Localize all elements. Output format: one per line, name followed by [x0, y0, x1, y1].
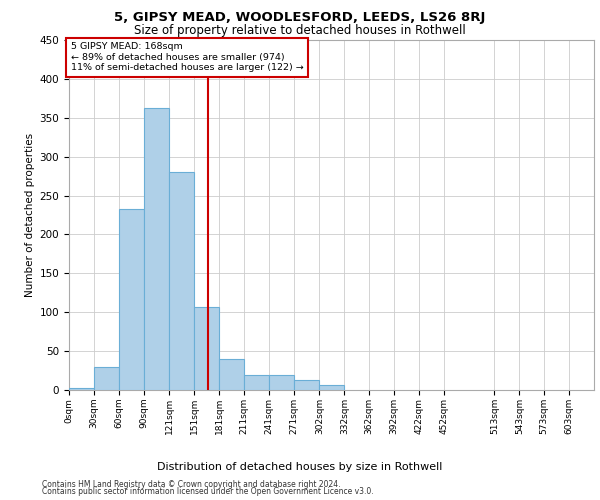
Bar: [69, 388, 94, 390]
Bar: [319, 386, 344, 390]
Text: 5 GIPSY MEAD: 168sqm
← 89% of detached houses are smaller (974)
11% of semi-deta: 5 GIPSY MEAD: 168sqm ← 89% of detached h…: [71, 42, 304, 72]
Bar: [294, 380, 319, 390]
Text: Contains HM Land Registry data © Crown copyright and database right 2024.: Contains HM Land Registry data © Crown c…: [42, 480, 341, 489]
Text: 5, GIPSY MEAD, WOODLESFORD, LEEDS, LS26 8RJ: 5, GIPSY MEAD, WOODLESFORD, LEEDS, LS26 …: [115, 11, 485, 24]
Bar: [244, 375, 269, 390]
Bar: [269, 375, 294, 390]
Bar: [169, 172, 194, 390]
Text: Distribution of detached houses by size in Rothwell: Distribution of detached houses by size …: [157, 462, 443, 472]
Bar: [143, 108, 169, 390]
Text: Size of property relative to detached houses in Rothwell: Size of property relative to detached ho…: [134, 24, 466, 37]
Bar: [94, 366, 119, 390]
Y-axis label: Number of detached properties: Number of detached properties: [25, 133, 35, 297]
Bar: [219, 359, 244, 390]
Text: Contains public sector information licensed under the Open Government Licence v3: Contains public sector information licen…: [42, 487, 374, 496]
Bar: [119, 209, 143, 390]
Bar: [194, 307, 219, 390]
